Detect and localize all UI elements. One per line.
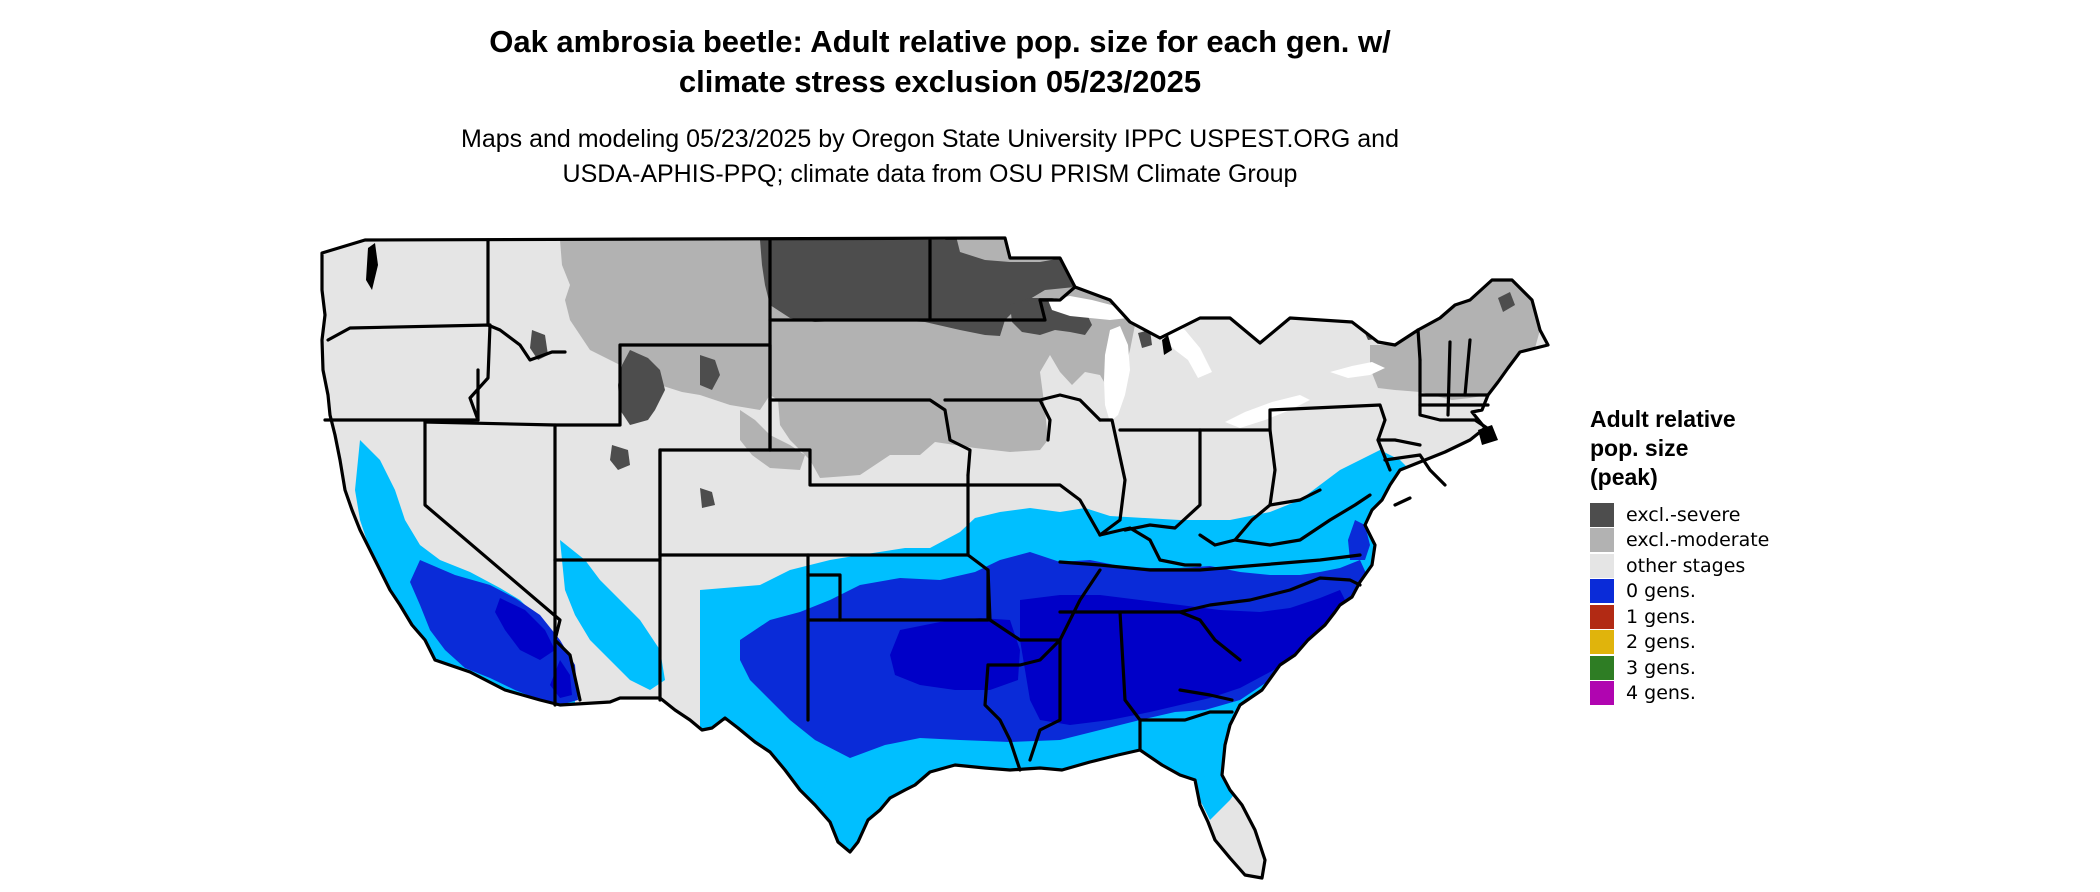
legend-item: excl.-severe (1590, 502, 1840, 528)
legend-label: excl.-moderate (1626, 529, 1770, 552)
legend-label: 4 gens. (1626, 682, 1696, 705)
legend-title-line-2: pop. size (1590, 435, 1689, 461)
legend-swatch-excl-severe (1590, 502, 1614, 527)
legend-swatch-1-gens (1590, 604, 1614, 629)
state-borders (320, 236, 1550, 880)
legend-item: 3 gens. (1590, 655, 1840, 681)
legend-item: other stages (1590, 553, 1840, 579)
water-details (366, 243, 1498, 445)
subtitle-line-1: Maps and modeling 05/23/2025 by Oregon S… (461, 125, 1399, 153)
legend-label: excl.-severe (1626, 503, 1741, 526)
subtitle-line-2: USDA-APHIS-PPQ; climate data from OSU PR… (562, 160, 1298, 188)
legend-item: 0 gens. (1590, 579, 1840, 605)
legend-items: excl.-severe excl.-moderate other stages… (1590, 502, 1840, 706)
legend-swatch-2-gens (1590, 630, 1614, 655)
legend-label: other stages (1626, 554, 1746, 577)
legend-swatch-3-gens (1590, 655, 1614, 680)
legend-item: 4 gens. (1590, 681, 1840, 707)
legend-swatch-4-gens (1590, 681, 1614, 706)
legend-title-line-3: (peak) (1590, 464, 1658, 490)
legend-item: excl.-moderate (1590, 528, 1840, 554)
title-line-1: Oak ambrosia beetle: Adult relative pop.… (489, 24, 1391, 59)
legend-title: Adult relative pop. size (peak) (1590, 405, 1840, 492)
legend-item: 1 gens. (1590, 604, 1840, 630)
legend-label: 0 gens. (1626, 580, 1696, 603)
legend-swatch-excl-moderate (1590, 528, 1614, 553)
map-subtitle: Maps and modeling 05/23/2025 by Oregon S… (420, 122, 1440, 192)
map-title: Oak ambrosia beetle: Adult relative pop.… (440, 22, 1440, 102)
legend-label: 1 gens. (1626, 605, 1696, 628)
legend-swatch-other-stages (1590, 553, 1614, 578)
title-line-2: climate stress exclusion 05/23/2025 (678, 64, 1202, 99)
legend-title-line-1: Adult relative (1590, 406, 1736, 432)
legend-swatch-0-gens (1590, 579, 1614, 604)
map-legend: Adult relative pop. size (peak) excl.-se… (1590, 405, 1840, 706)
legend-item: 2 gens. (1590, 630, 1840, 656)
legend-label: 2 gens. (1626, 631, 1696, 654)
legend-label: 3 gens. (1626, 656, 1696, 679)
